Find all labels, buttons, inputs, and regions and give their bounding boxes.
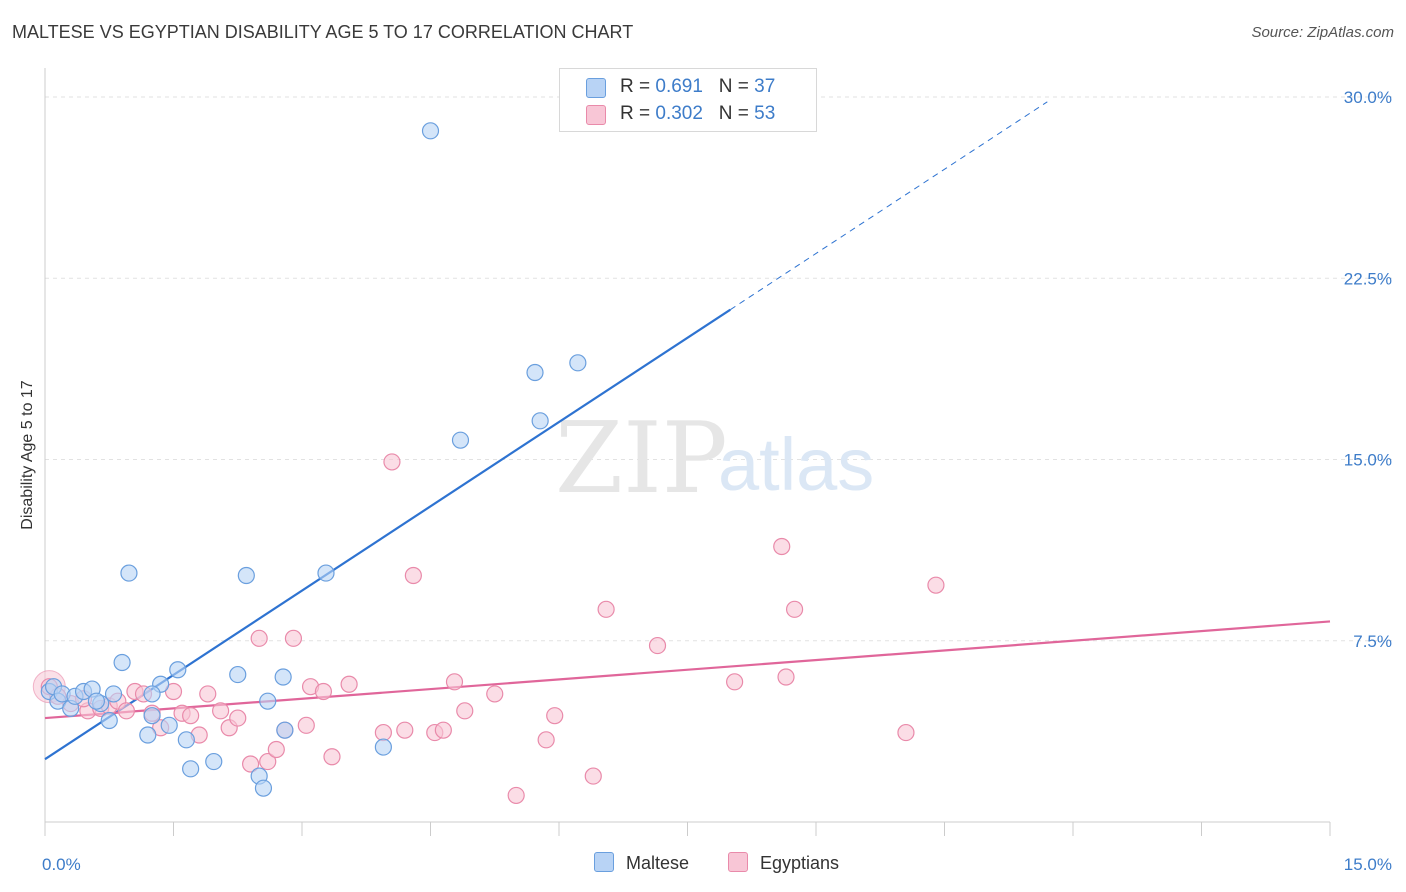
legend-maltese-label: Maltese [626, 853, 690, 873]
maltese-point [451, 431, 470, 449]
egyptians-point [897, 723, 915, 742]
maltese-point [169, 661, 187, 679]
legend-item-maltese[interactable]: Maltese [594, 852, 689, 874]
maltese-point [317, 564, 335, 582]
egyptians-point [267, 740, 285, 759]
watermark: ZIP atlas [555, 402, 874, 516]
maltese-point [421, 122, 440, 140]
data-points [32, 122, 945, 805]
legend-item-egyptians[interactable]: Egyptians [728, 852, 839, 874]
y-tick-label: 30.0% [1344, 88, 1392, 107]
watermark-atlas: atlas [718, 423, 874, 506]
egyptians-point [546, 707, 564, 725]
egyptians-point [445, 673, 464, 691]
egyptians-point [164, 682, 183, 701]
maltese-point [143, 707, 161, 725]
egyptians-point [314, 682, 333, 701]
egyptians-point [785, 600, 804, 618]
egyptians-point [404, 566, 422, 585]
egyptians-point [297, 716, 315, 734]
egyptians-point [383, 453, 401, 471]
maltese-point [120, 564, 138, 582]
egyptians-point [284, 629, 303, 647]
maltese-point [374, 738, 392, 756]
egyptians-swatch [728, 852, 748, 872]
gridlines [45, 96, 1392, 642]
y-tick-label: 7.5% [1353, 632, 1392, 651]
x-tick-label: 15.0% [1344, 855, 1392, 874]
stats-legend: R = 0.691 N = 37 R = 0.302 N = 53 [559, 68, 817, 132]
maltese-point [274, 668, 292, 686]
maltese-point [254, 779, 273, 797]
egyptians-point [182, 707, 200, 725]
legend-r-label: R = [620, 103, 656, 124]
egyptians-point [597, 600, 615, 618]
chart-title: MALTESE VS EGYPTIAN DISABILITY AGE 5 TO … [12, 22, 634, 42]
egyptians-point [199, 685, 217, 703]
legend-n-label: N = [718, 76, 755, 97]
maltese-point [229, 665, 247, 684]
legend-egyptians-label: Egyptians [760, 853, 840, 873]
egyptians-point [726, 673, 744, 691]
y-tick-labels: 7.5% 15.0% 22.5% 30.0% [1344, 88, 1392, 651]
maltese-point [100, 711, 118, 730]
egyptians-point [117, 702, 135, 720]
source-label: Source: ZipAtlas.com [1251, 24, 1394, 41]
maltese-point [259, 692, 277, 710]
egyptians-point [927, 576, 945, 594]
egyptians-point [537, 731, 555, 749]
maltese-point [104, 685, 123, 703]
maltese-point [113, 653, 131, 672]
x-tick-label: 0.0% [42, 855, 81, 874]
egyptians-point [250, 629, 268, 647]
legend-r-value: 0.691 [655, 76, 703, 97]
series-legend: Maltese Egyptians [0, 852, 1406, 878]
maltese-point [237, 566, 255, 585]
egyptians-point [648, 636, 667, 655]
egyptians-point [396, 721, 414, 739]
egyptians-point [486, 685, 504, 703]
maltese-point [569, 354, 587, 372]
egyptians-point [340, 675, 358, 693]
maltese-point [139, 726, 157, 744]
maltese-swatch [586, 78, 606, 98]
legend-r-value: 0.302 [655, 103, 703, 124]
egyptians-point [773, 537, 791, 556]
maltese-point [87, 692, 106, 710]
egyptians-point [374, 723, 392, 742]
maltese-point [526, 363, 544, 382]
watermark-zip: ZIP [555, 402, 728, 516]
legend-n-label: N = [718, 103, 755, 124]
x-tick-labels: 0.0% 15.0% [42, 855, 1392, 874]
maltese-point [205, 752, 223, 771]
maltese-trend-extension [730, 101, 1048, 311]
legend-n-value: 37 [754, 76, 776, 97]
maltese-point [160, 716, 178, 734]
egyptians-point [229, 709, 247, 727]
legend-r-label: R = [620, 76, 656, 97]
egyptians-point [259, 752, 277, 771]
maltese-point [531, 412, 549, 430]
egyptians-point [507, 786, 525, 805]
y-tick-label: 15.0% [1344, 451, 1392, 470]
egyptians-trend-line [44, 620, 1331, 720]
egyptians-point [212, 702, 230, 720]
y-tick-label: 22.5% [1344, 269, 1392, 288]
maltese-point [276, 721, 294, 739]
maltese-swatch [594, 852, 614, 872]
egyptians-point [434, 721, 452, 739]
maltese-point [143, 685, 161, 703]
maltese-point [177, 731, 195, 749]
egyptians-point [584, 767, 602, 785]
egyptians-point [323, 748, 341, 766]
egyptians-point [456, 702, 474, 720]
maltese-point [182, 760, 200, 778]
legend-n-value: 53 [754, 103, 776, 124]
egyptians-point [777, 668, 795, 686]
egyptians-swatch [586, 105, 606, 125]
egyptians-point [242, 755, 260, 773]
